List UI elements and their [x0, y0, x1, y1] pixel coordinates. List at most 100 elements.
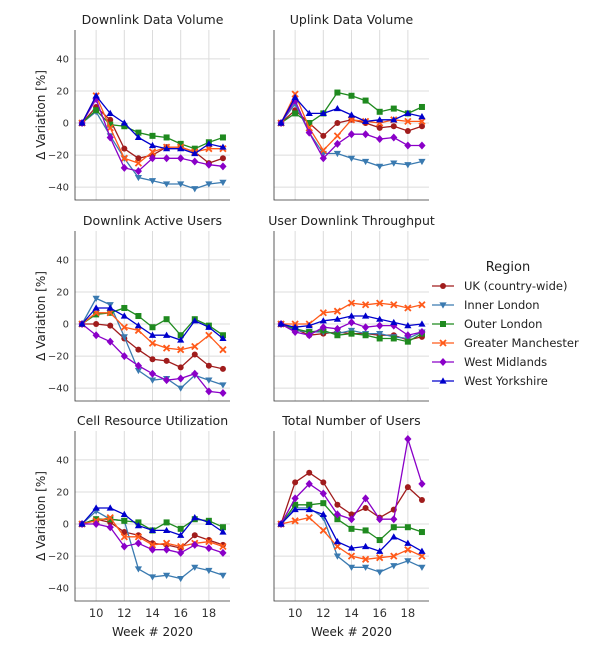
x-tick-label: 10: [288, 606, 303, 620]
data-point: [347, 552, 356, 560]
data-point: [334, 89, 341, 96]
data-point: [361, 494, 370, 503]
data-point: [404, 109, 412, 116]
y-tick-label: 0: [63, 520, 69, 531]
data-point: [404, 117, 412, 126]
data-point: [361, 158, 370, 166]
data-point: [347, 299, 356, 307]
data-point: [418, 141, 426, 150]
data-point: [376, 335, 383, 342]
data-point: [291, 517, 299, 525]
data-point: [162, 539, 171, 547]
data-point: [219, 334, 227, 342]
data-point: [134, 522, 143, 529]
y-tick-label: −20: [48, 352, 69, 363]
data-point: [404, 128, 411, 135]
data-point: [219, 382, 227, 389]
data-point: [191, 149, 199, 157]
data-point: [292, 479, 299, 486]
axis-spine: [74, 431, 230, 602]
data-point: [390, 301, 398, 309]
series-inner-london: [78, 295, 227, 392]
data-point: [177, 336, 185, 343]
x-tick-label: 12: [316, 606, 331, 620]
data-point: [134, 367, 143, 375]
data-point: [205, 181, 213, 188]
legend: Region UK (country-wide) Inner London Outer…: [432, 260, 579, 388]
data-point: [191, 145, 198, 152]
data-point: [347, 515, 356, 524]
data-point: [106, 133, 114, 142]
data-point: [120, 163, 128, 172]
axis-spine: [74, 30, 230, 201]
data-point: [177, 548, 185, 557]
legend-entry: Outer London: [432, 317, 542, 331]
subplot-grid: Downlink Data Volume 40 20 0 −20 −40 Δ Variati…: [34, 12, 435, 639]
data-point: [93, 321, 100, 328]
data-point: [292, 110, 299, 117]
data-point: [390, 318, 398, 326]
data-point: [135, 346, 142, 353]
legend-entry: West Midlands: [432, 355, 547, 369]
data-point: [333, 104, 342, 112]
data-point: [121, 123, 128, 130]
data-point: [361, 564, 370, 571]
data-point: [291, 494, 299, 503]
data-point: [177, 154, 185, 163]
subplot-title: Downlink Active Users: [83, 213, 222, 228]
data-point: [333, 510, 342, 519]
legend-label: West Yorkshire: [464, 374, 548, 388]
data-point: [219, 572, 227, 579]
data-point: [219, 162, 227, 171]
data-point: [362, 504, 369, 511]
data-point: [177, 145, 185, 152]
data-point: [162, 331, 171, 338]
y-axis-label: Δ Variation [%]: [34, 471, 48, 561]
x-tick-label: 14: [344, 606, 359, 620]
data-point: [347, 111, 356, 118]
data-point: [404, 322, 412, 329]
legend-marker: [440, 321, 446, 327]
data-point: [361, 555, 370, 563]
data-point: [376, 331, 384, 338]
legend-entry: UK (country-wide): [432, 279, 568, 293]
data-point: [191, 564, 199, 571]
data-point: [121, 529, 128, 536]
data-point: [292, 501, 299, 508]
data-point: [106, 304, 114, 311]
data-point: [149, 356, 156, 363]
data-point: [319, 526, 327, 535]
data-point: [305, 513, 313, 522]
data-point: [418, 158, 426, 166]
axis-spine: [273, 231, 429, 402]
y-tick-label: 40: [56, 255, 69, 266]
data-point: [148, 377, 157, 384]
data-point: [177, 181, 185, 188]
x-tick-label: 10: [89, 606, 104, 620]
legend-marker: [439, 377, 447, 384]
subplot-4: User Downlink Throughput: [268, 213, 435, 402]
data-point: [121, 517, 128, 524]
data-point: [277, 320, 285, 327]
data-point: [361, 312, 370, 319]
data-point: [92, 504, 100, 511]
data-point: [390, 533, 398, 540]
data-point: [305, 109, 313, 116]
data-point: [404, 546, 412, 554]
data-point: [92, 304, 100, 311]
data-point: [106, 124, 114, 132]
data-point: [134, 167, 143, 176]
data-point: [319, 146, 327, 154]
data-point: [291, 505, 299, 513]
data-point: [148, 526, 157, 534]
data-point: [93, 311, 100, 318]
data-point: [134, 539, 143, 548]
data-point: [177, 575, 185, 583]
data-point: [390, 524, 397, 531]
data-point: [319, 489, 327, 498]
data-point: [362, 97, 369, 104]
data-point: [106, 109, 114, 116]
y-tick-label: 0: [63, 320, 69, 331]
data-point: [205, 362, 212, 369]
